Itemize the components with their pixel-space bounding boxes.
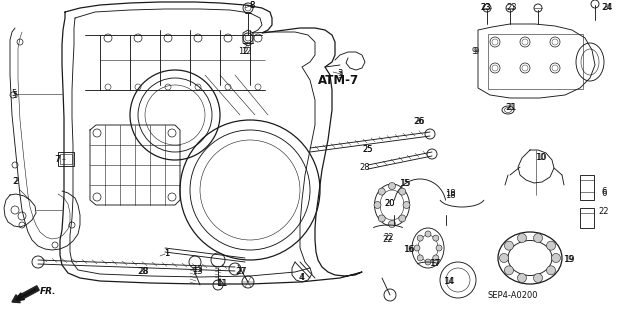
Text: 3: 3 <box>337 70 342 79</box>
Text: 5: 5 <box>12 91 18 100</box>
Text: 25: 25 <box>363 145 373 154</box>
Circle shape <box>499 254 509 263</box>
Text: 16: 16 <box>403 244 413 254</box>
Text: 4: 4 <box>300 273 305 283</box>
Text: 2: 2 <box>13 176 19 186</box>
Circle shape <box>534 234 543 242</box>
Text: 17: 17 <box>429 259 439 269</box>
Text: 8: 8 <box>250 1 255 10</box>
Bar <box>58 152 74 166</box>
Text: 22: 22 <box>599 207 609 217</box>
Text: 28: 28 <box>138 266 148 276</box>
Text: 2: 2 <box>12 176 18 186</box>
Text: 23: 23 <box>507 3 517 11</box>
Bar <box>580 175 594 200</box>
Text: 3: 3 <box>337 70 342 78</box>
Text: 28: 28 <box>139 266 149 276</box>
Circle shape <box>388 220 396 227</box>
Text: 18: 18 <box>445 189 455 198</box>
Circle shape <box>414 245 420 251</box>
Circle shape <box>547 241 556 250</box>
Text: 20: 20 <box>385 198 396 207</box>
Text: 14: 14 <box>444 277 454 286</box>
Circle shape <box>378 188 385 195</box>
Text: 19: 19 <box>564 256 574 264</box>
Text: SEP4-A0200: SEP4-A0200 <box>488 292 538 300</box>
Text: 20: 20 <box>385 198 396 207</box>
Text: 1: 1 <box>164 249 170 258</box>
Circle shape <box>374 202 381 209</box>
Text: 27: 27 <box>237 268 247 277</box>
Circle shape <box>425 231 431 237</box>
Text: 14: 14 <box>443 277 453 286</box>
Text: 28: 28 <box>360 164 371 173</box>
Text: 5: 5 <box>12 90 17 99</box>
Text: 7: 7 <box>55 155 61 165</box>
Text: 6: 6 <box>602 189 607 197</box>
Circle shape <box>433 235 439 241</box>
Circle shape <box>504 266 513 275</box>
Circle shape <box>403 202 410 209</box>
Text: 12: 12 <box>237 47 248 56</box>
Text: 10: 10 <box>535 153 545 162</box>
Text: 15: 15 <box>399 179 409 188</box>
Text: 11: 11 <box>216 278 227 287</box>
Circle shape <box>399 188 406 195</box>
Text: 22: 22 <box>383 235 393 244</box>
Text: 26: 26 <box>413 117 424 127</box>
Text: 7: 7 <box>54 154 60 164</box>
Text: 10: 10 <box>536 153 547 162</box>
Bar <box>488 34 583 89</box>
Circle shape <box>436 245 442 251</box>
Text: ATM-7: ATM-7 <box>317 73 358 86</box>
Text: 8: 8 <box>250 1 255 10</box>
Circle shape <box>552 254 561 263</box>
Text: 23: 23 <box>481 4 492 12</box>
Circle shape <box>504 241 513 250</box>
Circle shape <box>425 259 431 265</box>
Text: 11: 11 <box>217 279 227 288</box>
Circle shape <box>433 255 439 261</box>
Bar <box>60 154 72 164</box>
Circle shape <box>417 255 423 261</box>
Text: 13: 13 <box>192 266 202 276</box>
Circle shape <box>378 215 385 222</box>
Text: 25: 25 <box>363 145 373 154</box>
Text: 18: 18 <box>445 190 455 199</box>
Text: 17: 17 <box>429 259 440 269</box>
Text: 1: 1 <box>164 249 170 257</box>
Circle shape <box>534 273 543 282</box>
Text: 21: 21 <box>507 102 517 112</box>
Text: 24: 24 <box>602 3 612 11</box>
Text: 6: 6 <box>602 188 607 197</box>
Text: 4: 4 <box>298 272 303 281</box>
Text: 26: 26 <box>415 117 426 127</box>
Text: FR.: FR. <box>40 287 56 296</box>
Circle shape <box>547 266 556 275</box>
Text: 27: 27 <box>236 268 246 277</box>
Text: 15: 15 <box>400 179 410 188</box>
Text: 9: 9 <box>472 47 477 56</box>
Circle shape <box>518 234 527 242</box>
Bar <box>580 208 594 228</box>
Text: 9: 9 <box>474 48 479 56</box>
Text: 21: 21 <box>506 102 516 112</box>
FancyArrow shape <box>12 286 39 303</box>
Text: 19: 19 <box>563 256 573 264</box>
Text: 13: 13 <box>192 265 202 275</box>
Circle shape <box>399 215 406 222</box>
Text: 22: 22 <box>384 234 394 242</box>
Circle shape <box>417 235 423 241</box>
Text: 23: 23 <box>481 3 492 11</box>
Text: 12: 12 <box>241 48 252 56</box>
Text: 16: 16 <box>404 244 414 254</box>
Circle shape <box>518 273 527 282</box>
Text: 24: 24 <box>603 4 613 12</box>
Circle shape <box>388 182 396 189</box>
